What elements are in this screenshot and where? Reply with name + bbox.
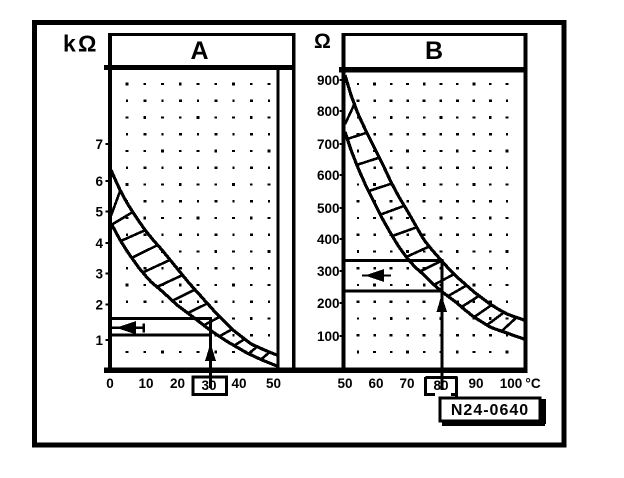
svg-text:Ω: Ω: [314, 30, 331, 53]
svg-text:40: 40: [231, 376, 246, 391]
svg-text:k: k: [63, 31, 76, 57]
svg-text:100: 100: [500, 376, 523, 391]
svg-text:4: 4: [95, 236, 103, 251]
svg-text:A: A: [190, 37, 208, 65]
svg-text:30: 30: [201, 378, 216, 393]
svg-text:700: 700: [317, 137, 340, 152]
svg-text:800: 800: [317, 104, 340, 119]
svg-text:100: 100: [317, 329, 340, 344]
svg-text:300: 300: [317, 264, 340, 279]
svg-text:600: 600: [317, 168, 340, 183]
svg-text:900: 900: [317, 73, 340, 88]
svg-text:200: 200: [317, 296, 340, 311]
svg-text:7: 7: [95, 137, 103, 152]
svg-text:B: B: [425, 37, 443, 65]
svg-text:Ω: Ω: [78, 31, 96, 57]
svg-text:50: 50: [337, 376, 352, 391]
svg-text:70: 70: [399, 376, 414, 391]
svg-text:90: 90: [468, 376, 483, 391]
svg-text:5: 5: [95, 205, 103, 220]
svg-text:2: 2: [95, 298, 103, 313]
svg-text:6: 6: [95, 174, 103, 189]
svg-text:N24-0640: N24-0640: [451, 402, 529, 419]
svg-text:50: 50: [266, 376, 281, 391]
svg-text:400: 400: [317, 232, 340, 247]
svg-text:1: 1: [95, 333, 103, 348]
svg-text:80: 80: [433, 378, 448, 393]
svg-text:500: 500: [317, 201, 340, 216]
svg-text:3: 3: [95, 267, 103, 282]
svg-text:60: 60: [368, 376, 383, 391]
svg-text:20: 20: [170, 376, 185, 391]
svg-text:°C: °C: [525, 376, 540, 391]
svg-text:10: 10: [138, 376, 153, 391]
svg-text:0: 0: [106, 376, 114, 391]
